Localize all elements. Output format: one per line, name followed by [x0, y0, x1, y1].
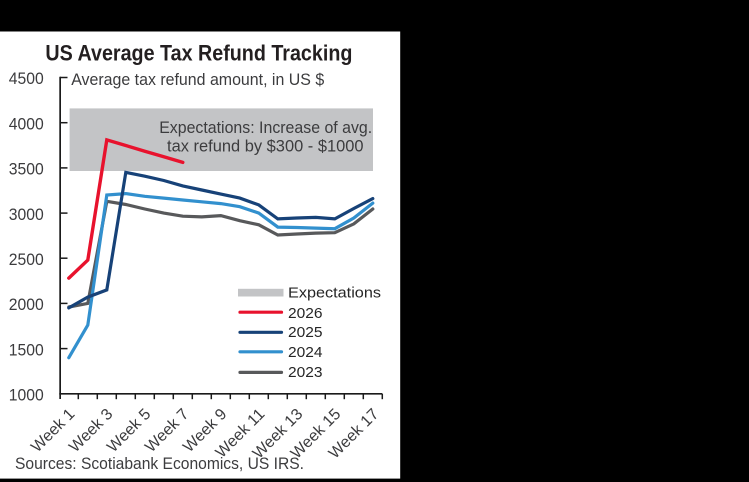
- svg-text:4000: 4000: [9, 114, 44, 133]
- svg-text:3000: 3000: [9, 205, 44, 224]
- svg-text:US Average Tax Refund Tracking: US Average Tax Refund Tracking: [45, 40, 352, 65]
- svg-text:3500: 3500: [9, 160, 44, 179]
- svg-text:Average tax refund amount, in: Average tax refund amount, in US $: [71, 70, 325, 89]
- svg-text:2025: 2025: [288, 324, 323, 341]
- svg-text:1500: 1500: [9, 340, 44, 359]
- svg-text:tax refund by $300 - $1000: tax refund by $300 - $1000: [167, 137, 364, 156]
- svg-text:4500: 4500: [9, 69, 44, 88]
- svg-text:2500: 2500: [9, 250, 44, 269]
- svg-text:1000: 1000: [9, 385, 44, 404]
- svg-text:Expectations: Increase of avg.: Expectations: Increase of avg.: [159, 118, 372, 137]
- svg-text:2024: 2024: [288, 344, 323, 361]
- svg-text:Expectations: Expectations: [288, 284, 381, 301]
- svg-text:2023: 2023: [288, 364, 323, 381]
- svg-text:2026: 2026: [288, 305, 323, 322]
- svg-text:2000: 2000: [9, 295, 44, 314]
- svg-text:Sources: Scotiabank Economics,: Sources: Scotiabank Economics, US IRS.: [15, 454, 304, 473]
